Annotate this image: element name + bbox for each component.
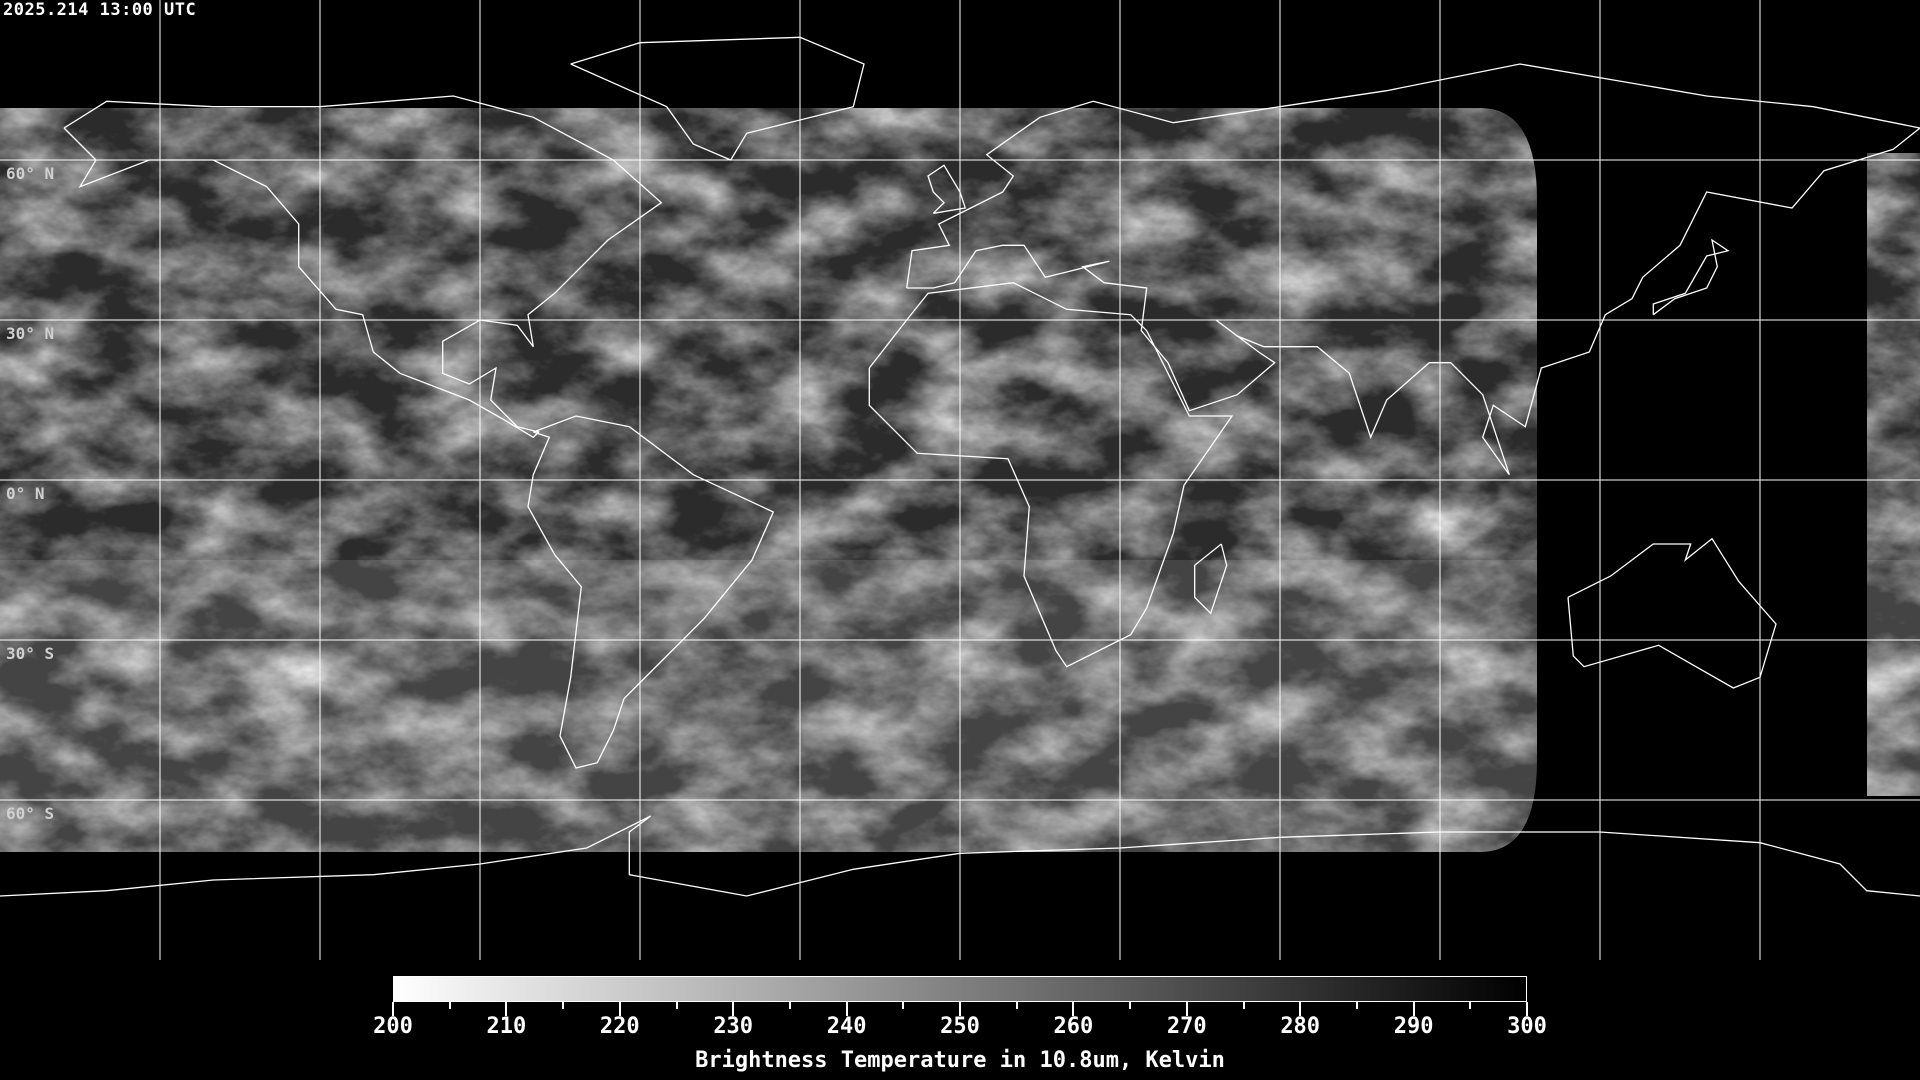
colorbar-tick-label: 270 <box>1166 1014 1207 1039</box>
colorbar-tick <box>1242 1002 1245 1009</box>
colorbar-tick-label: 260 <box>1053 1014 1094 1039</box>
lat-label: 30° N <box>6 324 55 343</box>
colorbar-tick <box>675 1002 678 1009</box>
colorbar-tick <box>959 1002 961 1016</box>
colorbar-tick-label: 250 <box>940 1014 980 1039</box>
colorbar-tick <box>788 1002 791 1009</box>
colorbar-tick-label: 300 <box>1507 1014 1547 1039</box>
satellite-map <box>0 0 1920 960</box>
colorbar-title: Brightness Temperature in 10.8um, Kelvin <box>695 1048 1225 1073</box>
coastline-africa <box>868 282 1234 668</box>
colorbar-tick-label: 200 <box>373 1014 413 1039</box>
coastline-british-isles <box>927 164 967 214</box>
coastline-eurasia <box>906 63 1920 476</box>
lat-label: 30° S <box>6 644 55 663</box>
coastline-japan <box>1652 238 1730 316</box>
colorbar-tick <box>1355 1002 1358 1009</box>
colorbar-tick <box>562 1002 565 1009</box>
colorbar-tick <box>1299 1002 1302 1016</box>
colorbar-tick <box>448 1002 451 1009</box>
coastline-south-america <box>527 415 775 769</box>
lat-label: 60° N <box>6 164 55 183</box>
colorbar-tick <box>1129 1002 1132 1009</box>
colorbar-tick <box>845 1002 848 1016</box>
colorbar-tick-label: 230 <box>713 1014 754 1039</box>
colorbar-tick-label: 240 <box>826 1014 867 1039</box>
colorbar-tick-label: 280 <box>1280 1014 1321 1039</box>
lat-lon-grid <box>0 0 1920 960</box>
lat-label: 0° N <box>6 484 45 503</box>
colorbar-tick-label: 210 <box>486 1014 527 1039</box>
colorbar-tick <box>1072 1002 1075 1016</box>
colorbar-tick <box>392 1002 394 1016</box>
coastline-australia <box>1567 537 1777 689</box>
colorbar <box>393 976 1527 1002</box>
colorbar-tick <box>1015 1002 1018 1009</box>
colorbar-tick <box>1469 1002 1472 1009</box>
lat-label: 60° S <box>6 804 55 823</box>
colorbar-tick <box>1526 1002 1528 1016</box>
colorbar-tick <box>902 1002 905 1009</box>
timestamp-label: 2025.214 13:00 UTC <box>3 0 197 20</box>
colorbar-tick-label: 220 <box>599 1014 640 1039</box>
colorbar-tick-label: 290 <box>1393 1014 1434 1039</box>
coastline-madagascar <box>1194 543 1228 615</box>
colorbar-tick <box>1412 1002 1415 1016</box>
colorbar-tick <box>618 1002 621 1016</box>
colorbar-tick <box>505 1002 508 1016</box>
colorbar-tick <box>1185 1002 1188 1016</box>
colorbar-tick <box>732 1002 735 1016</box>
